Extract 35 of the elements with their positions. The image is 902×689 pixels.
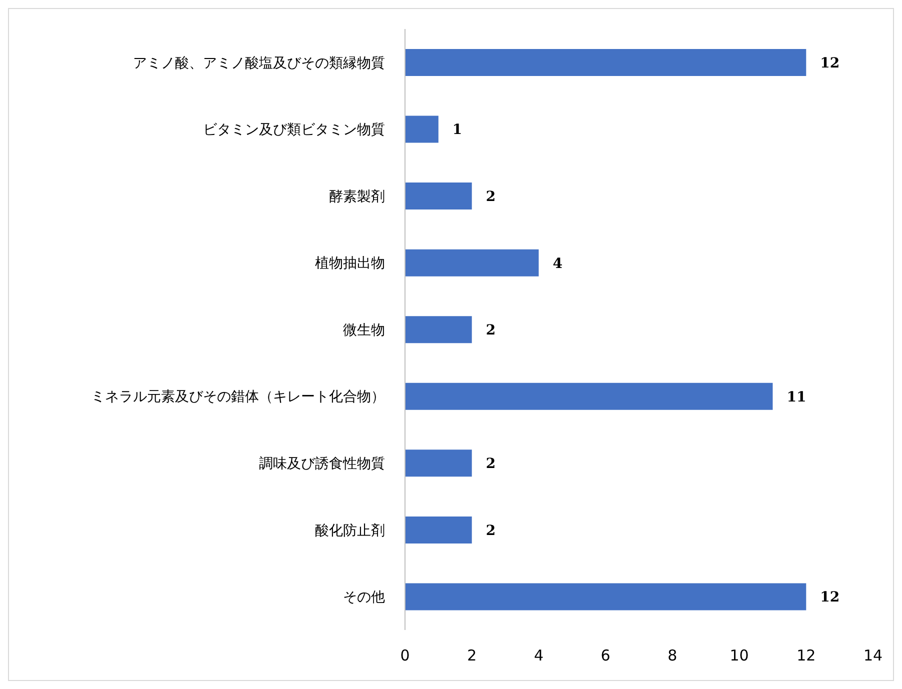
data-label: 12 <box>820 55 840 72</box>
x-tick-label: 0 <box>400 646 410 665</box>
x-tick-label: 8 <box>668 646 678 665</box>
bar <box>405 450 472 477</box>
data-label: 2 <box>486 322 496 339</box>
y-tick-label: ビタミン及び類ビタミン物質 <box>203 122 385 138</box>
x-tick-label: 4 <box>534 646 544 665</box>
data-label: 12 <box>820 590 840 606</box>
x-tick-label: 12 <box>796 646 816 665</box>
x-tick-label: 14 <box>863 646 883 665</box>
bar <box>405 316 472 344</box>
bar <box>405 516 472 544</box>
y-tick-label: 植物抽出物 <box>315 256 385 272</box>
x-tick-label: 2 <box>467 646 477 665</box>
y-tick-label: アミノ酸、アミノ酸塩及びその類縁物質 <box>133 55 385 72</box>
y-tick-label: 酵素製剤 <box>329 188 385 205</box>
bar <box>405 49 806 76</box>
data-label: 2 <box>486 456 496 472</box>
y-tick-label: 微生物 <box>343 322 385 338</box>
data-label: 2 <box>486 189 496 206</box>
x-tick-label: 10 <box>730 646 749 665</box>
bar <box>405 382 773 410</box>
bar <box>405 116 438 143</box>
y-tick-label: ミネラル元素及びその錯体（キレート化合物） <box>91 389 385 406</box>
bar <box>405 182 472 210</box>
data-label: 1 <box>452 122 462 138</box>
x-tick-label: 6 <box>600 646 610 665</box>
data-label: 4 <box>552 256 563 272</box>
bar <box>405 249 539 276</box>
y-tick-label: その他 <box>343 590 385 606</box>
data-label: 11 <box>786 389 806 406</box>
y-tick-label: 酸化防止剤 <box>315 522 385 539</box>
bar <box>405 583 806 610</box>
data-label: 2 <box>486 522 496 539</box>
y-tick-label: 調味及び誘食性物質 <box>259 456 385 472</box>
